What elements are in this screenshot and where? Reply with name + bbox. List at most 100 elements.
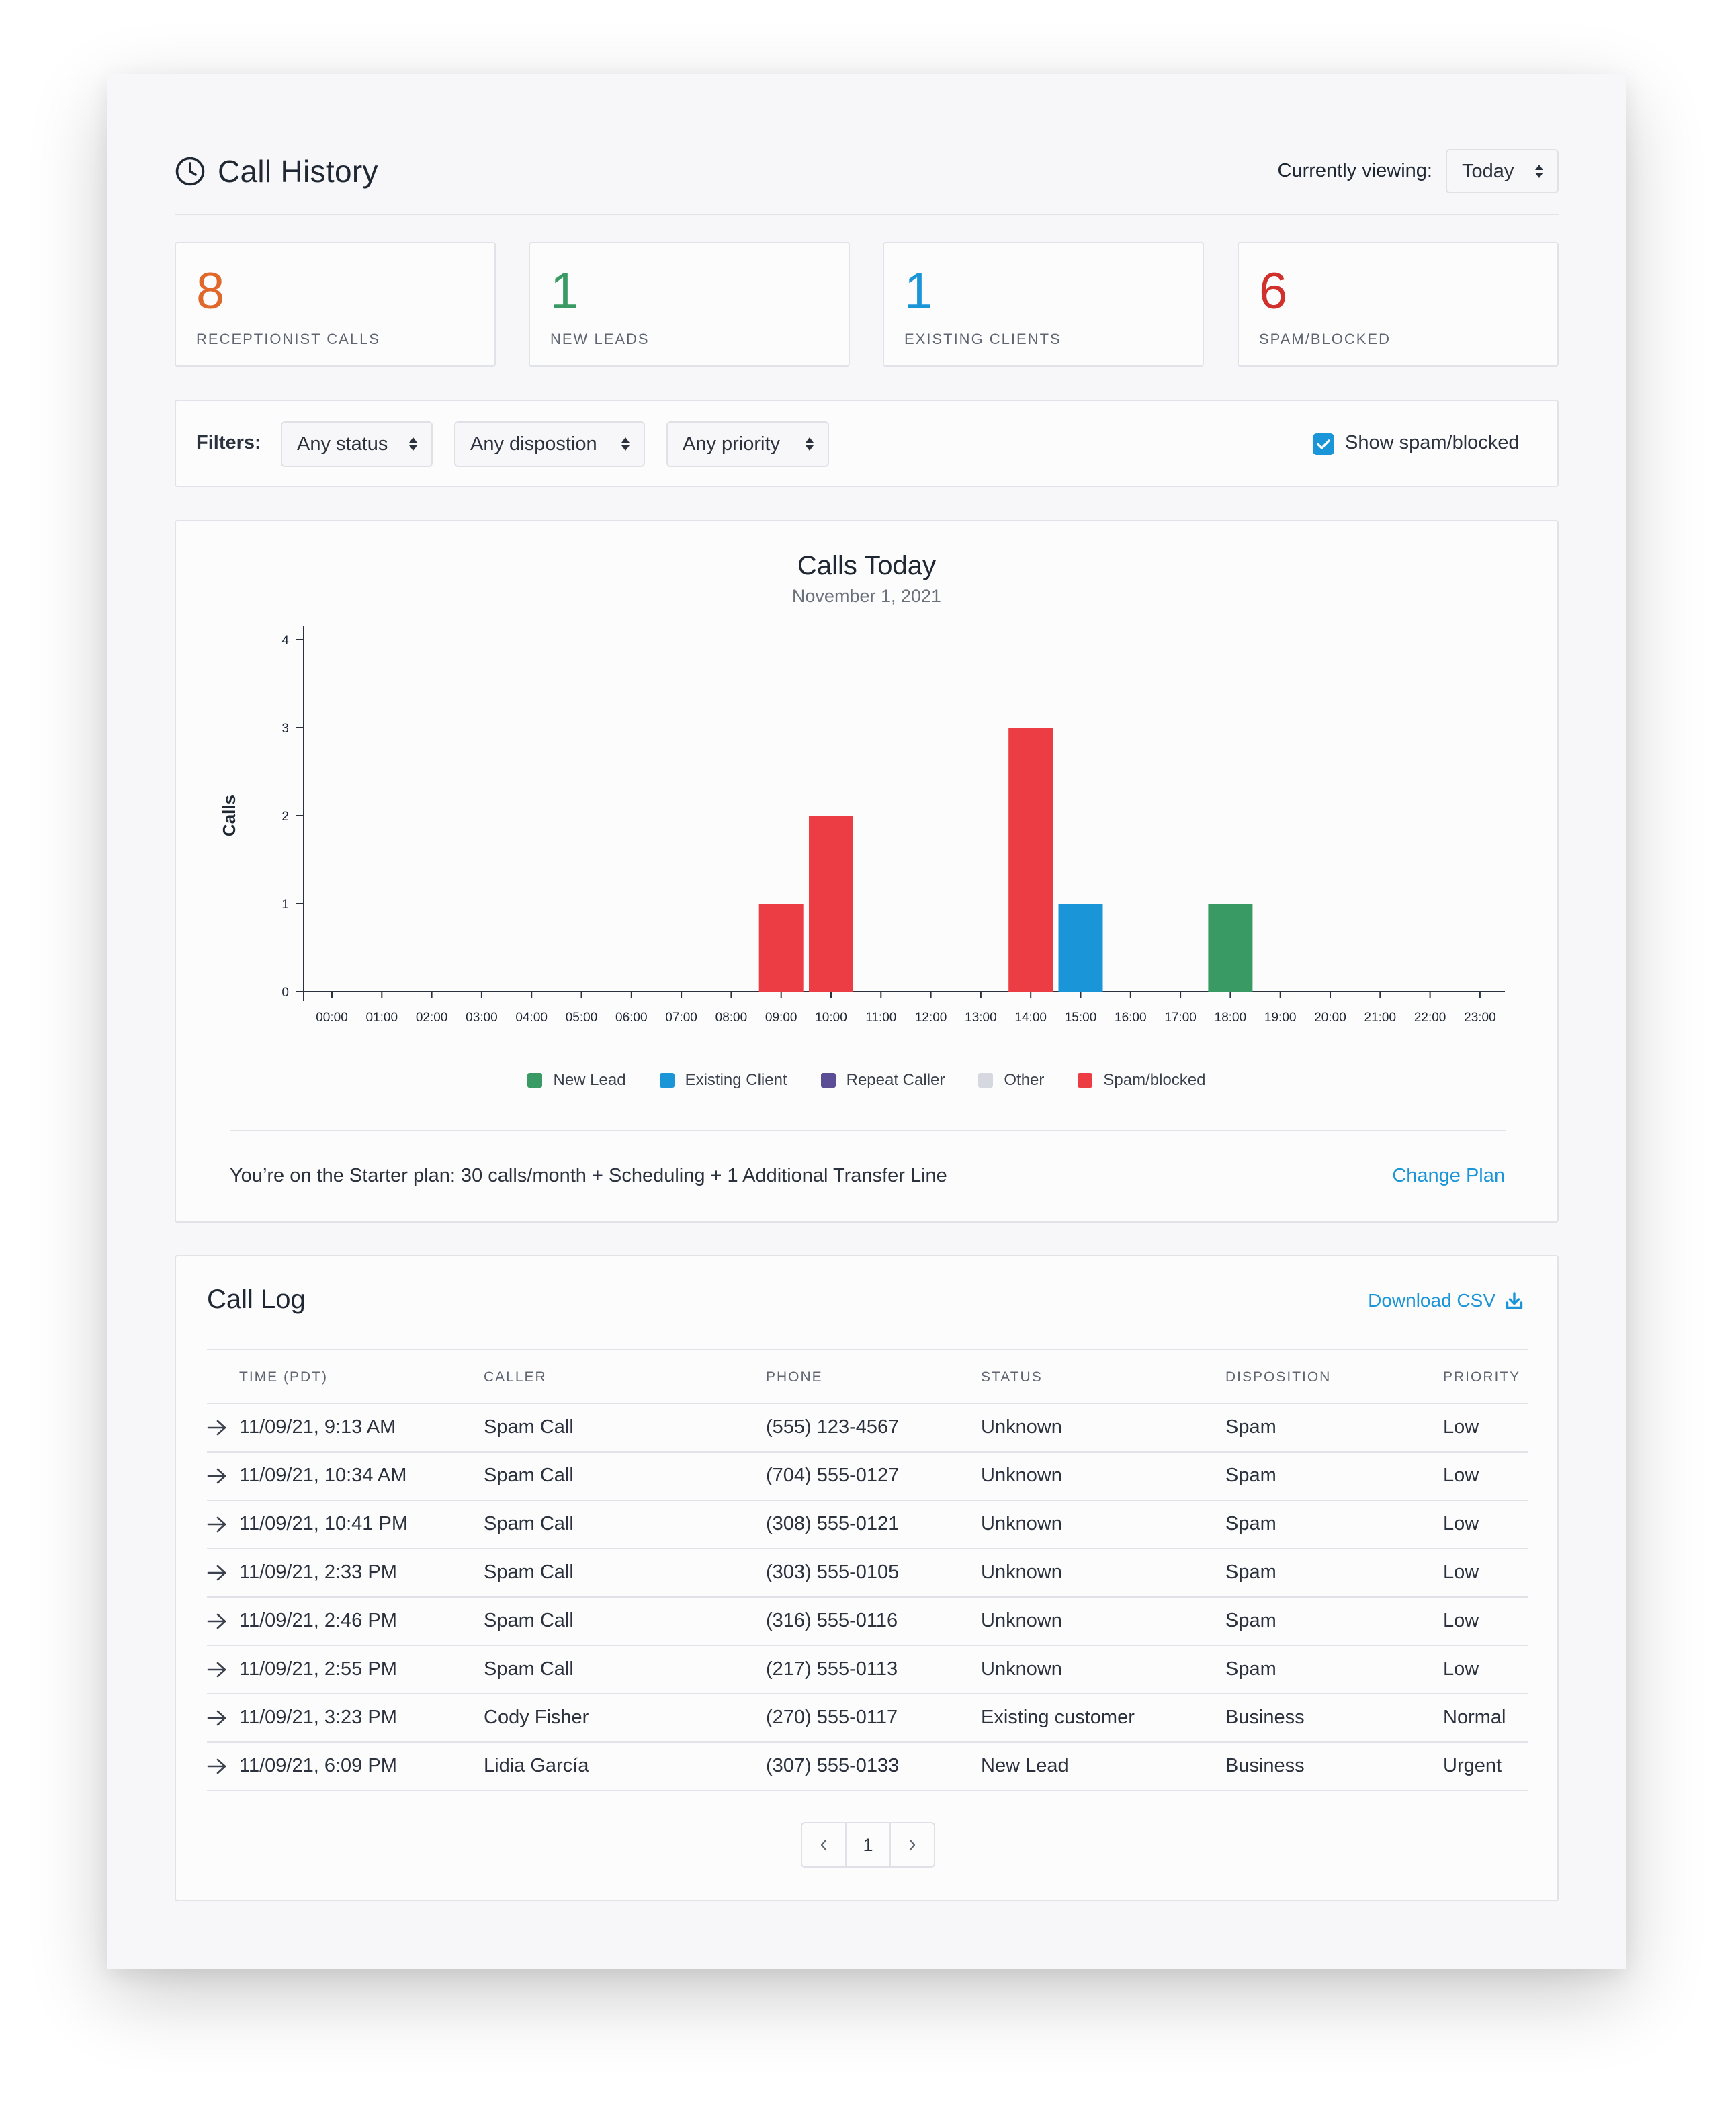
legend-item[interactable]: Repeat Caller [820,1071,945,1090]
y-tick-label: 2 [281,810,289,824]
table-row[interactable]: 11/09/21, 3:23 PM Cody Fisher (270) 555-01… [207,1694,1528,1743]
next-page-button[interactable] [891,1823,934,1866]
call-disposition: Business [1225,1707,1305,1728]
call-history-page: Call History Currently viewing: Today 8 … [107,74,1626,1969]
call-status: New Lead [981,1755,1069,1776]
legend-item[interactable]: Existing Client [659,1071,787,1090]
x-tick-label: 17:00 [1164,1010,1197,1025]
table-row[interactable]: 11/09/21, 10:41 PM Spam Call (308) 555-012… [207,1501,1528,1549]
arrow-right-icon [207,1613,226,1629]
caller-name: Spam Call [484,1465,574,1486]
legend-swatch [527,1073,543,1088]
current-page-number[interactable]: 1 [845,1823,891,1866]
filters-label: Filters: [196,432,261,454]
call-log-card: Call Log Download CSV TIME (PDT) CALLER … [175,1255,1559,1901]
y-tick-label: 4 [281,634,289,648]
arrow-right-icon [207,1420,226,1436]
stat-label: RECEPTIONIST CALLS [196,331,380,347]
x-tick-label: 13:00 [965,1010,997,1025]
viewing-select[interactable]: Today [1446,149,1559,193]
x-tick-label: 22:00 [1414,1010,1446,1025]
table-row[interactable]: 11/09/21, 10:34 AM Spam Call (704) 555-012… [207,1453,1528,1501]
caller-name: Spam Call [484,1561,574,1583]
stat-value: 8 [196,263,225,320]
legend-item[interactable]: Other [978,1071,1044,1090]
call-priority: Low [1443,1513,1479,1535]
call-disposition: Spam [1225,1465,1276,1486]
x-tick-label: 02:00 [416,1010,448,1025]
call-priority: Low [1443,1610,1479,1631]
previous-page-button[interactable] [802,1823,845,1866]
x-tick-label: 01:00 [366,1010,398,1025]
y-axis-label: Calls [219,795,239,836]
call-time: 11/09/21, 3:23 PM [239,1707,397,1728]
disposition-filter-value: Any dispostion [470,433,597,455]
x-tick-label: 19:00 [1264,1010,1297,1025]
call-priority: Low [1443,1416,1479,1438]
phone-number: (555) 123-4567 [766,1416,900,1438]
call-priority: Urgent [1443,1755,1502,1776]
sort-caret-icon [1535,165,1543,178]
priority-filter-value: Any priority [683,433,781,455]
table-row[interactable]: 11/09/21, 2:46 PM Spam Call (316) 555-0116… [207,1598,1528,1646]
download-csv-link[interactable]: Download CSV [1368,1290,1524,1311]
phone-number: (308) 555-0121 [766,1513,900,1535]
pagination: 1 [801,1822,935,1868]
chart-subtitle: November 1, 2021 [791,586,942,606]
column-header-caller: CALLER [484,1369,547,1385]
table-row[interactable]: 11/09/21, 2:55 PM Spam Call (217) 555-0113… [207,1646,1528,1694]
call-log-table: TIME (PDT) CALLER PHONE STATUS DISPOSITI… [207,1349,1528,1791]
arrow-right-icon [207,1710,226,1726]
disposition-filter-select[interactable]: Any dispostion [454,421,645,467]
column-header-phone: PHONE [766,1369,823,1385]
sort-caret-icon [409,437,417,451]
stat-card-existing-clients: 1 EXISTING CLIENTS [883,242,1204,367]
caller-name: Spam Call [484,1416,574,1438]
chevron-left-icon [820,1839,827,1851]
bar-spam-blocked [1008,728,1053,992]
call-time: 11/09/21, 6:09 PM [239,1755,397,1776]
stat-value: 6 [1259,263,1288,320]
call-priority: Low [1443,1561,1479,1583]
x-tick-label: 04:00 [515,1010,548,1025]
legend-item[interactable]: Spam/blocked [1078,1071,1206,1090]
legend-swatch [820,1073,836,1088]
stat-label: NEW LEADS [550,331,650,347]
status-filter-select[interactable]: Any status [281,421,433,467]
chart-title: Calls Today [797,551,937,580]
legend-label: Existing Client [685,1071,787,1089]
table-row[interactable]: 11/09/21, 9:13 AM Spam Call (555) 123-4567… [207,1404,1528,1453]
clock-icon [175,157,205,186]
plan-description: You’re on the Starter plan: 30 calls/mon… [230,1165,947,1187]
y-tick-label: 0 [281,986,289,1000]
call-priority: Low [1443,1465,1479,1486]
table-row[interactable]: 11/09/21, 6:09 PM Lidia García (307) 555-0… [207,1743,1528,1791]
call-time: 11/09/21, 10:41 PM [239,1513,408,1535]
show-spam-checkbox[interactable] [1313,433,1334,455]
y-tick-label: 3 [281,722,289,736]
calls-bar-chart: Calls 0 1 2 3 4 00:00 01:00 02:00 03:00 04:00 05:00… [219,626,1505,1025]
call-disposition: Spam [1225,1513,1276,1535]
table-body: 11/09/21, 9:13 AM Spam Call (555) 123-4567… [207,1404,1528,1791]
checkmark-icon [1317,439,1330,449]
priority-filter-select[interactable]: Any priority [666,421,829,467]
caller-name: Spam Call [484,1610,574,1631]
phone-number: (270) 555-0117 [766,1707,898,1728]
show-spam-toggle[interactable]: Show spam/blocked [1313,431,1525,458]
call-time: 11/09/21, 2:55 PM [239,1658,397,1680]
call-status: Unknown [981,1610,1062,1631]
arrow-right-icon [207,1662,226,1678]
call-priority: Low [1443,1658,1479,1680]
stats-row: 8 RECEPTIONIST CALLS 1 NEW LEADS 1 EXIST… [175,242,1559,367]
call-status: Unknown [981,1658,1062,1680]
legend-item[interactable]: New Lead [527,1071,626,1090]
filters-bar: Filters: Any status Any dispostion Any p… [175,400,1559,487]
bar-spam-blocked [758,904,804,992]
call-disposition: Spam [1225,1610,1276,1631]
stat-card-spam-blocked: 6 SPAM/BLOCKED [1238,242,1559,367]
stat-value: 1 [904,263,933,320]
chart-legend: New Lead Existing Client Repeat Caller Othe… [176,1071,1557,1090]
change-plan-link[interactable]: Change Plan [1392,1165,1505,1187]
table-row[interactable]: 11/09/21, 2:33 PM Spam Call (303) 555-0105… [207,1549,1528,1598]
column-header-time: TIME (PDT) [239,1369,328,1385]
